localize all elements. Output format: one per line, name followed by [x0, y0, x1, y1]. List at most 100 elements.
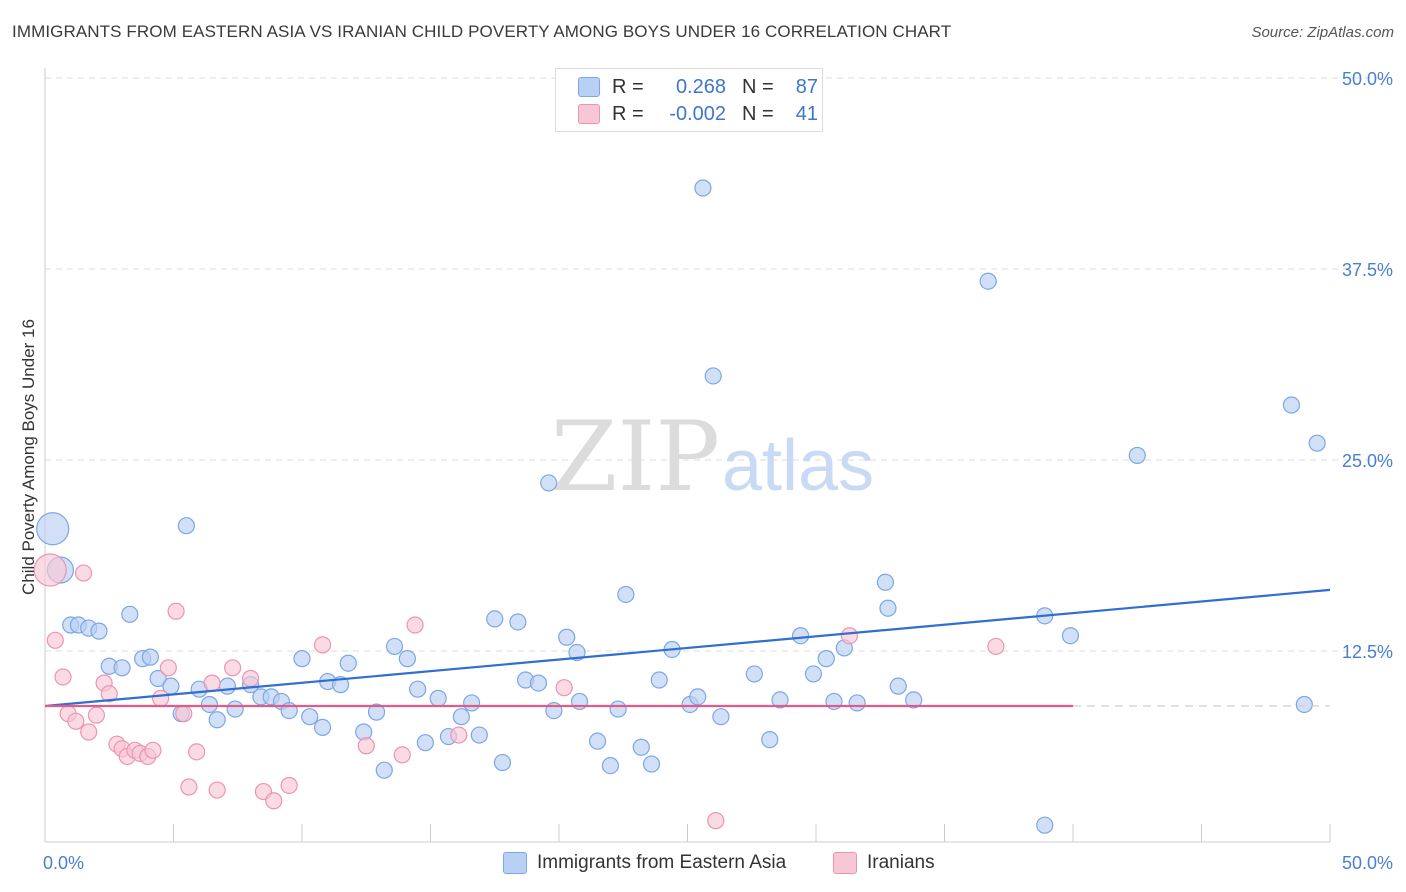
- eastern-asia-point: [529, 674, 548, 692]
- iranian-point: [987, 637, 1005, 656]
- iranian-point: [242, 669, 260, 688]
- source-label: Source: ZipAtlas.com: [1251, 24, 1394, 41]
- chart-title: IMMIGRANTS FROM EASTERN ASIA VS IRANIAN …: [12, 22, 952, 41]
- iranian-point: [167, 602, 185, 620]
- iranian-point: [175, 705, 193, 723]
- eastern-asia-point: [1128, 446, 1146, 465]
- iranian-point: [840, 627, 859, 645]
- eastern-asia-point: [463, 694, 481, 712]
- eastern-asia-point: [1061, 627, 1080, 645]
- correlation-legend: R = 0.268 N = 87 R = -0.002 N = 41: [555, 68, 823, 132]
- iranian-point: [280, 776, 298, 795]
- eastern-asia-point: [771, 691, 789, 709]
- y-axis-label: Child Poverty Among Boys Under 16: [19, 319, 38, 595]
- watermark-zip: ZIP: [551, 401, 720, 513]
- eastern-asia-point: [889, 677, 907, 695]
- eastern-asia-point: [416, 734, 434, 752]
- iranian-point: [144, 741, 162, 759]
- x-tick-label: 50.0%: [1342, 853, 1393, 873]
- y-tick-label: 37.5%: [1342, 260, 1393, 280]
- iranian-point: [152, 689, 170, 707]
- eastern-asia-point: [36, 512, 70, 546]
- legend-n-label: N =: [742, 75, 774, 98]
- axes: [44, 68, 1331, 843]
- legend-n-value: 41: [795, 102, 818, 125]
- iranian-point: [100, 685, 118, 703]
- eastern-asia-point: [218, 677, 237, 695]
- eastern-asia-point: [367, 703, 386, 721]
- legend-row-iranians: R = -0.002 N = 41: [578, 102, 818, 126]
- legend-n-value: 87: [795, 75, 818, 98]
- tick-labels: 12.5% 25.0% 37.5% 50.0% 0.0% 50.0%: [43, 69, 1393, 873]
- iranian-point: [180, 778, 198, 796]
- iranian-point: [54, 668, 72, 686]
- eastern-asia-point: [540, 474, 558, 492]
- eastern-asia-point: [208, 711, 226, 729]
- eastern-asia-point: [848, 694, 866, 712]
- y-tick-label: 50.0%: [1342, 69, 1393, 89]
- eastern-asia-point: [876, 573, 894, 591]
- eastern-asia-point: [113, 659, 131, 677]
- eastern-asia-point: [804, 665, 823, 683]
- gridlines: [45, 77, 1392, 652]
- iranian-point: [74, 564, 93, 582]
- series-swatch-pink: [833, 852, 857, 874]
- eastern-asia-point: [791, 627, 810, 645]
- eastern-asia-point: [617, 585, 635, 604]
- series-legend-item-iranians[interactable]: Iranians: [833, 852, 935, 874]
- iranian-point: [555, 679, 573, 697]
- watermark-atlas: atlas: [722, 426, 874, 506]
- legend-r-value: -0.002: [669, 102, 726, 125]
- iranian-point: [208, 781, 226, 799]
- eastern-asia-point: [470, 726, 488, 744]
- eastern-asia-point: [609, 700, 627, 718]
- eastern-asia-point: [601, 756, 620, 775]
- iranian-point: [357, 737, 375, 755]
- legend-row-eastern-asia: R = 0.268 N = 87: [578, 75, 818, 99]
- eastern-asia-point: [745, 665, 763, 683]
- iranian-point: [203, 674, 221, 692]
- eastern-asia-point: [452, 708, 470, 726]
- eastern-asia-point: [486, 610, 504, 628]
- eastern-asia-point: [689, 688, 707, 706]
- iranian-point: [67, 712, 85, 730]
- iranian-point: [159, 659, 177, 677]
- iranian-point: [33, 553, 67, 587]
- eastern-asia-point: [817, 650, 835, 668]
- iranian-point: [393, 746, 411, 764]
- eastern-asia-point: [632, 738, 650, 756]
- trend-lines: [44, 588, 1331, 708]
- eastern-asia-point: [121, 605, 139, 623]
- iranian-point: [188, 743, 206, 761]
- eastern-asia-point: [642, 755, 661, 773]
- eastern-asia-point: [398, 650, 416, 668]
- series-swatch-blue: [503, 852, 527, 874]
- y-tick-label: 25.0%: [1342, 451, 1393, 471]
- iranian-point: [46, 631, 64, 649]
- eastern-asia-point: [650, 671, 668, 689]
- iranian-point: [80, 723, 98, 741]
- eastern-asia-point: [879, 599, 897, 617]
- eastern-asia-point: [409, 680, 427, 698]
- eastern-asia-point: [200, 695, 219, 714]
- eastern-asia-point: [149, 669, 167, 688]
- series-legend-item-eastern-asia[interactable]: Immigrants from Eastern Asia: [503, 852, 786, 874]
- legend-r-label: R =: [612, 75, 644, 98]
- eastern-asia-point: [141, 648, 159, 666]
- eastern-asia-point: [385, 637, 404, 656]
- eastern-asia-point: [226, 700, 244, 718]
- eastern-asia-point: [339, 654, 357, 672]
- x-tick-label: 0.0%: [43, 853, 84, 873]
- iranian-point: [707, 812, 725, 830]
- eastern-asia-point: [1282, 396, 1301, 414]
- iranian-point: [450, 726, 468, 744]
- series-legend: Immigrants from Eastern Asia Iranians: [0, 852, 1406, 878]
- eastern-asia-point: [301, 708, 319, 726]
- eastern-asia-point: [375, 761, 393, 779]
- iranian-point: [406, 616, 424, 634]
- eastern-asia-point: [493, 753, 512, 772]
- eastern-asia-point: [90, 622, 108, 640]
- eastern-asia-point: [177, 517, 195, 535]
- eastern-asia-point: [979, 272, 997, 290]
- eastern-asia-point: [558, 628, 576, 646]
